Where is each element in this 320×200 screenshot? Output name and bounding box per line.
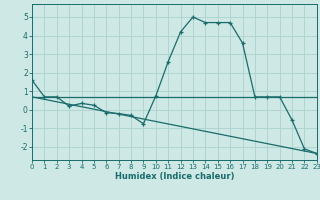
X-axis label: Humidex (Indice chaleur): Humidex (Indice chaleur) [115, 172, 234, 181]
